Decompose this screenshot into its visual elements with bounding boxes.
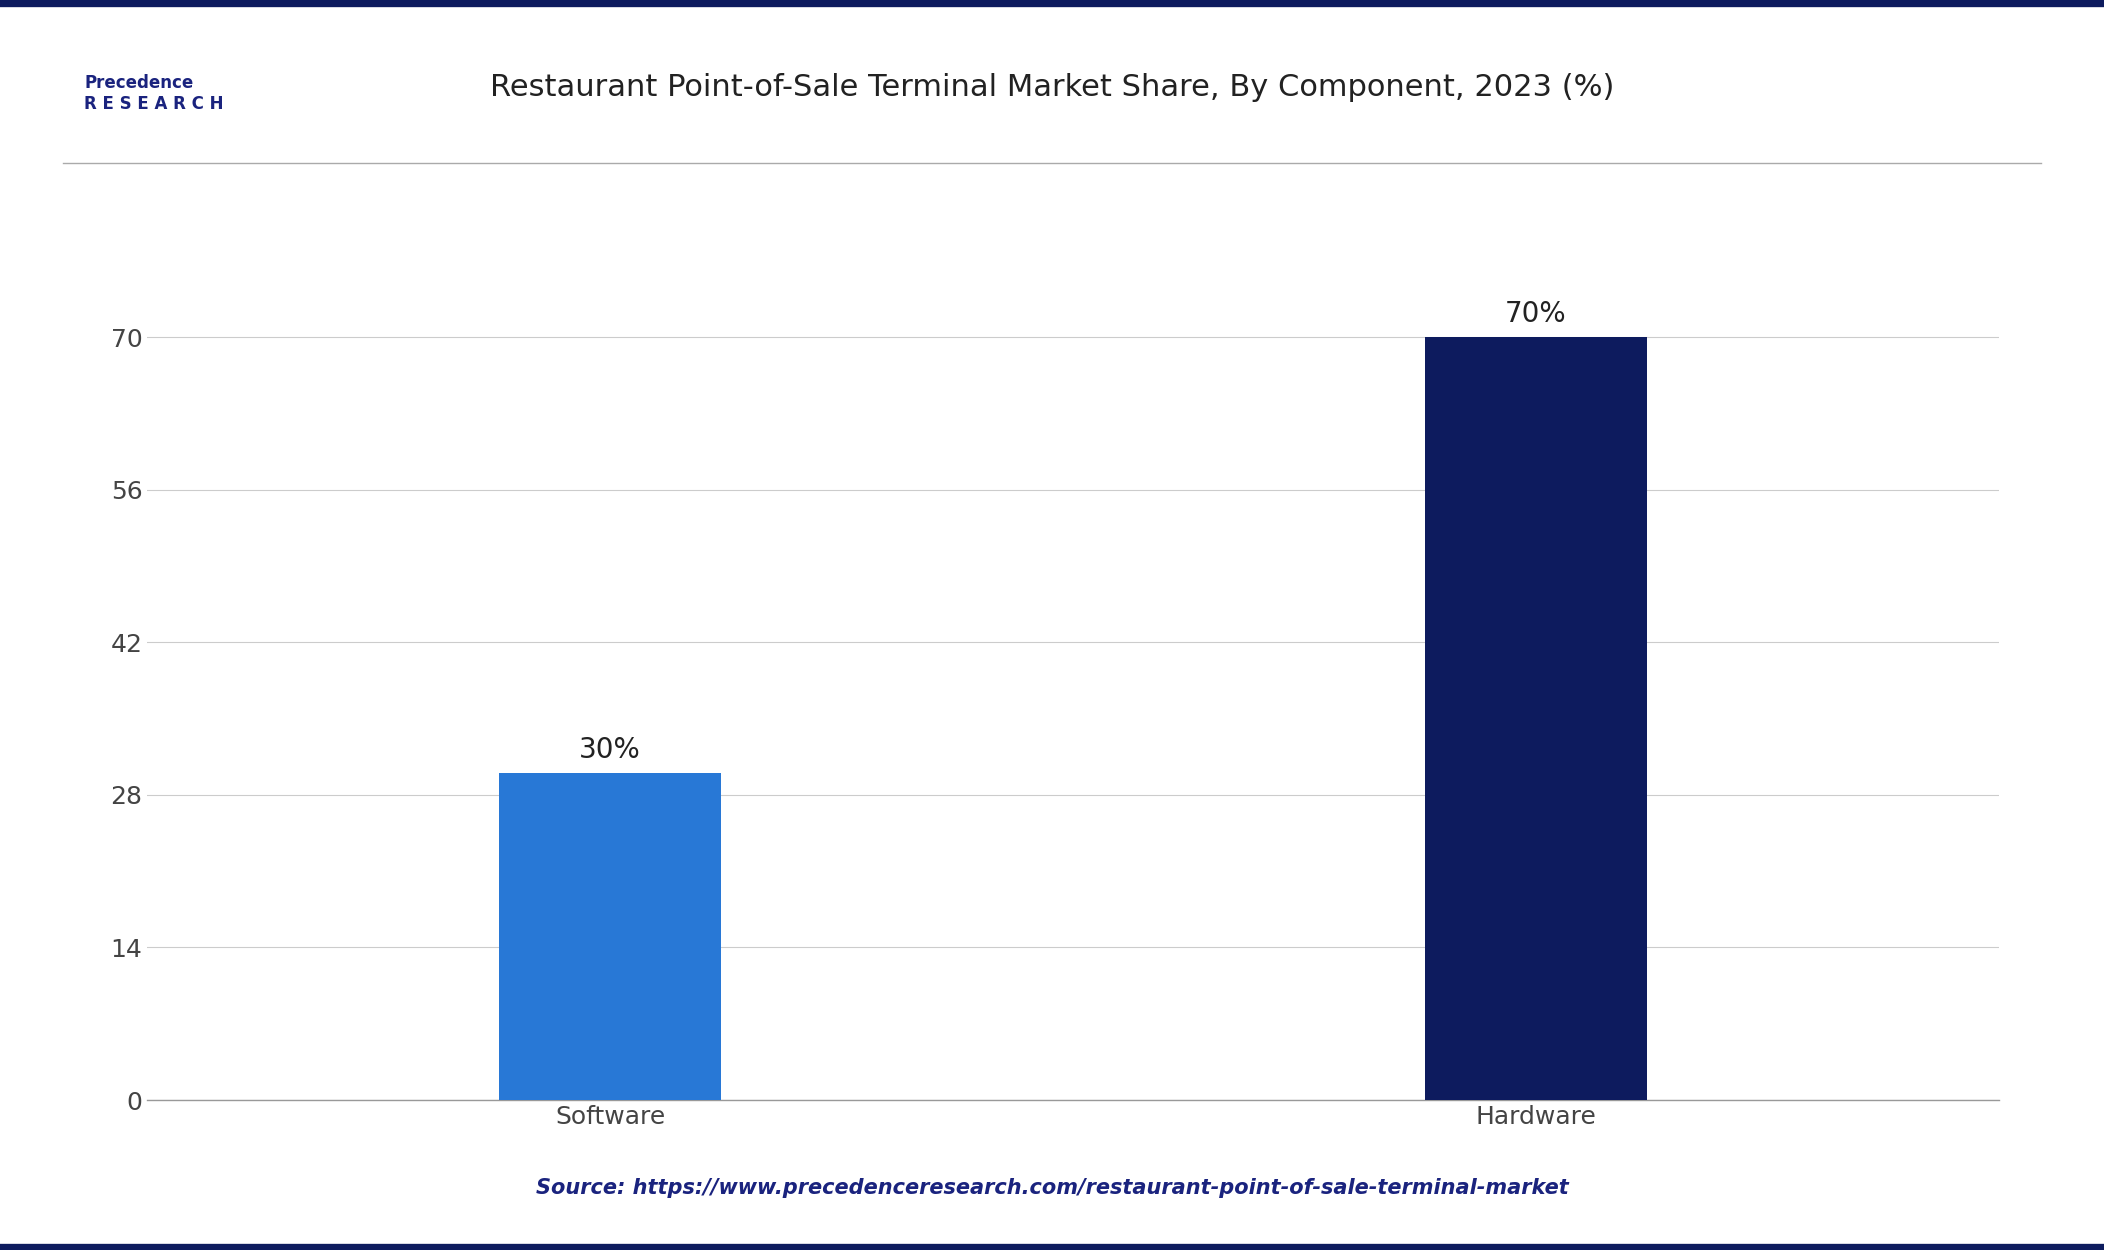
Text: 30%: 30% bbox=[579, 736, 642, 764]
Bar bbox=[1424, 338, 1647, 1100]
Text: 70%: 70% bbox=[1504, 300, 1567, 329]
Text: Restaurant Point-of-Sale Terminal Market Share, By Component, 2023 (%): Restaurant Point-of-Sale Terminal Market… bbox=[490, 72, 1614, 102]
Text: Source: https://www.precedenceresearch.com/restaurant-point-of-sale-terminal-mar: Source: https://www.precedenceresearch.c… bbox=[537, 1178, 1567, 1198]
Text: Precedence
R E S E A R C H: Precedence R E S E A R C H bbox=[84, 74, 223, 114]
Bar bbox=[499, 772, 722, 1100]
